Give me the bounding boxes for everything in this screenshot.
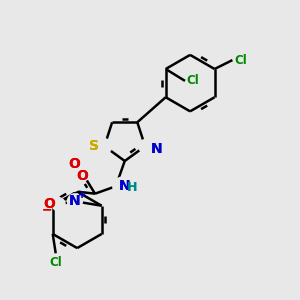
Text: +: +	[78, 190, 86, 200]
Circle shape	[97, 139, 112, 154]
Text: O: O	[44, 197, 56, 211]
Text: O: O	[76, 169, 88, 183]
Circle shape	[113, 177, 131, 195]
Text: H: H	[127, 181, 137, 194]
Circle shape	[67, 178, 80, 191]
Text: +: +	[78, 190, 86, 200]
Text: Cl: Cl	[49, 256, 62, 269]
Text: N: N	[69, 194, 81, 208]
Text: N: N	[119, 179, 130, 193]
Text: S: S	[89, 139, 99, 153]
Circle shape	[76, 168, 90, 181]
Text: N: N	[150, 142, 162, 156]
Text: O: O	[76, 169, 88, 183]
Text: O: O	[68, 158, 80, 171]
Text: H: H	[127, 181, 137, 194]
Circle shape	[52, 198, 65, 211]
Text: N: N	[119, 179, 130, 193]
Circle shape	[139, 140, 152, 153]
Text: Cl: Cl	[234, 54, 247, 67]
Text: N: N	[150, 142, 162, 156]
Text: N: N	[69, 194, 81, 208]
Text: −: −	[42, 204, 52, 217]
Text: O: O	[68, 158, 80, 171]
Text: S: S	[89, 139, 99, 153]
Text: O: O	[44, 197, 56, 211]
Circle shape	[68, 194, 82, 209]
Text: Cl: Cl	[187, 74, 199, 87]
Text: −: −	[42, 204, 52, 217]
